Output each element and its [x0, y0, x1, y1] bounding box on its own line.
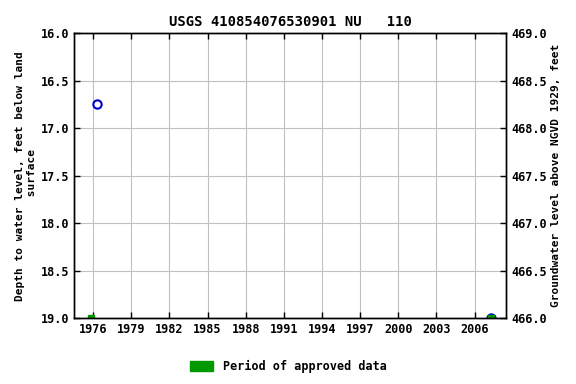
Y-axis label: Depth to water level, feet below land
 surface: Depth to water level, feet below land su… — [15, 51, 37, 301]
Title: USGS 410854076530901 NU   110: USGS 410854076530901 NU 110 — [169, 15, 412, 29]
Legend: Period of approved data: Period of approved data — [185, 356, 391, 378]
Y-axis label: Groundwater level above NGVD 1929, feet: Groundwater level above NGVD 1929, feet — [551, 44, 561, 307]
